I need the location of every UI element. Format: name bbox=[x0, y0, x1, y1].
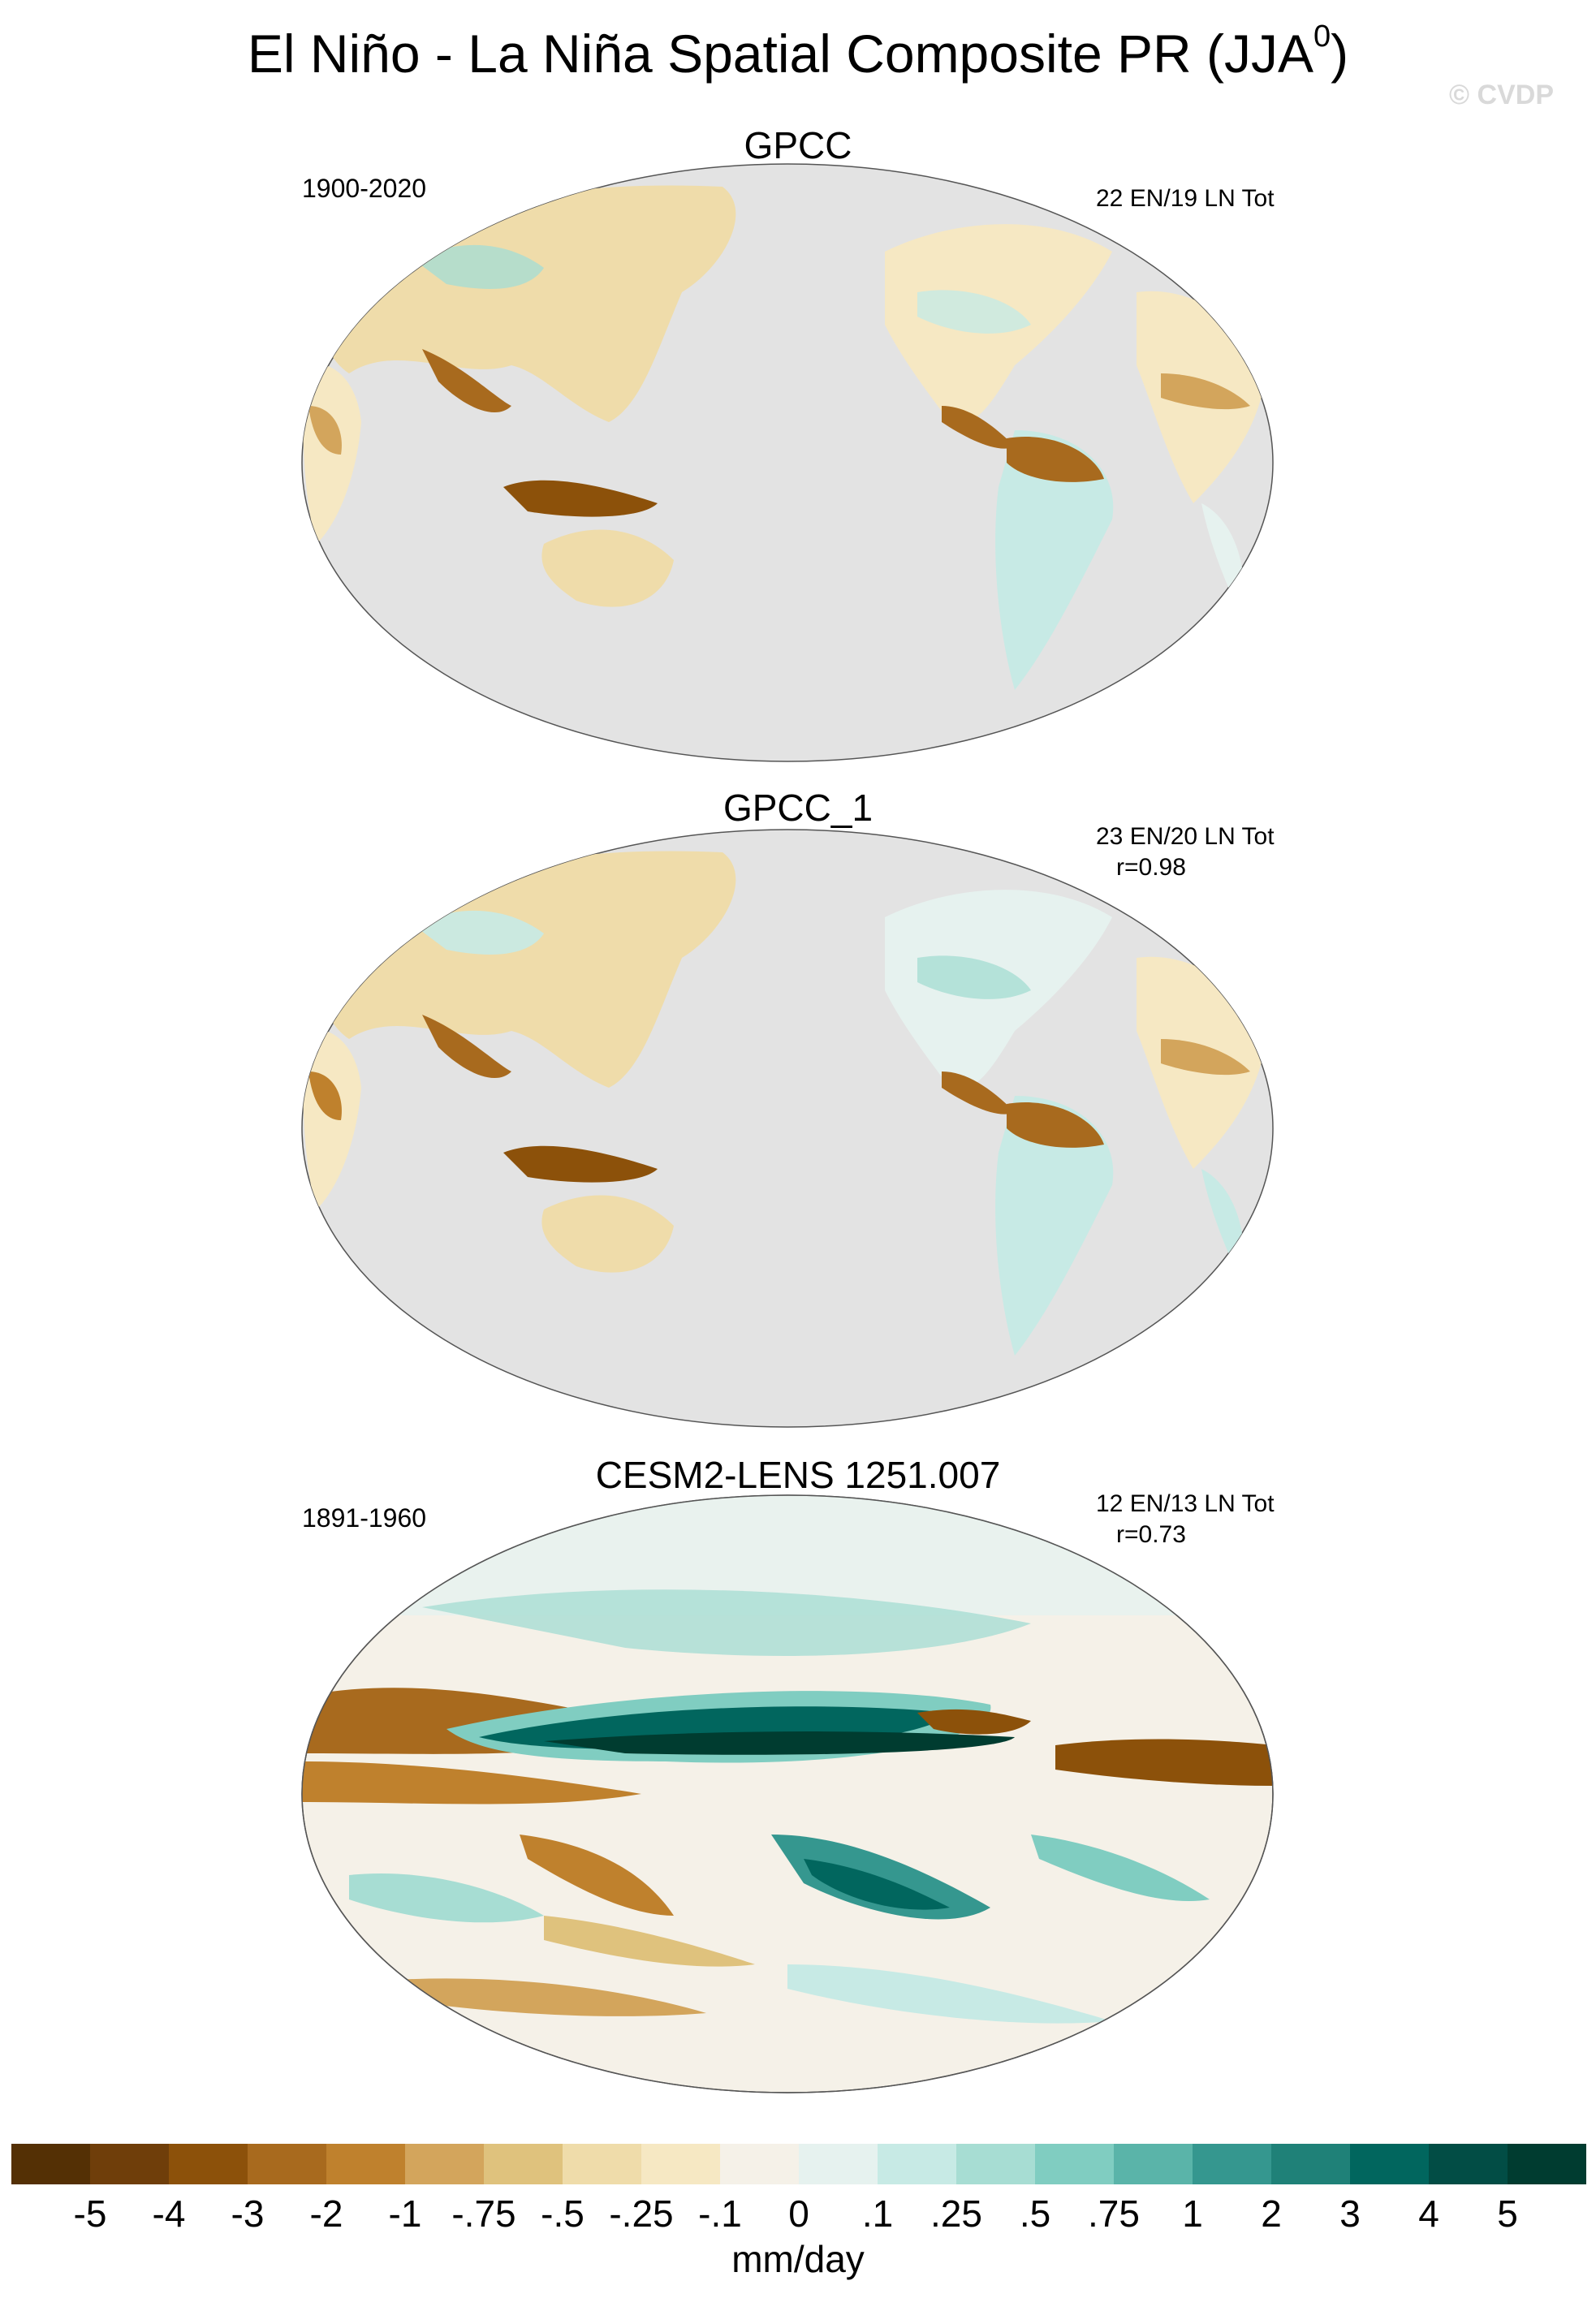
cvdp-watermark: © CVDP bbox=[1449, 80, 1554, 110]
panel-2-corr: r=0.98 bbox=[1116, 854, 1186, 881]
colorbar-swatch bbox=[1271, 2144, 1350, 2184]
panel-3-corr: r=0.73 bbox=[1116, 1521, 1186, 1548]
colorbar-tick-label: -.5 bbox=[541, 2192, 584, 2235]
panel-1-title: GPCC bbox=[744, 124, 852, 166]
colorbar-tick-label: 3 bbox=[1339, 2192, 1361, 2235]
colorbar-swatch bbox=[1035, 2144, 1114, 2184]
panel-2-title: GPCC_1 bbox=[723, 787, 873, 829]
colorbar-swatch bbox=[1114, 2144, 1193, 2184]
colorbar-tick-label: -5 bbox=[73, 2192, 107, 2235]
colorbar-tick-label: 5 bbox=[1497, 2192, 1518, 2235]
colorbar-swatch bbox=[799, 2144, 878, 2184]
colorbar-tick-label: .5 bbox=[1019, 2192, 1051, 2235]
figure-title: El Niño - La Niña Spatial Composite PR (… bbox=[247, 19, 1349, 84]
colorbar-swatch bbox=[248, 2144, 326, 2184]
colorbar-tick-label: 1 bbox=[1182, 2192, 1203, 2235]
colorbar-tick-label: -.75 bbox=[451, 2192, 516, 2235]
colorbar-tick-label: -.25 bbox=[609, 2192, 674, 2235]
colorbar-tick-label: .25 bbox=[930, 2192, 982, 2235]
panel-3-title: CESM2-LENS 1251.007 bbox=[595, 1454, 1001, 1496]
colorbar-swatch bbox=[720, 2144, 799, 2184]
colorbar-swatch bbox=[90, 2144, 169, 2184]
panel-1-map bbox=[301, 163, 1274, 762]
colorbar-swatch bbox=[878, 2144, 956, 2184]
colorbar-swatch bbox=[956, 2144, 1035, 2184]
colorbar-swatch bbox=[326, 2144, 405, 2184]
colorbar-units: mm/day bbox=[731, 2238, 865, 2280]
colorbar-tick-label: -3 bbox=[231, 2192, 265, 2235]
panel-1-period: 1900-2020 bbox=[302, 174, 427, 203]
colorbar-tick-label: .1 bbox=[861, 2192, 894, 2235]
colorbar-swatch bbox=[1193, 2144, 1271, 2184]
colorbar-ticks: -5 -4 -3 -2 -1 -.75 -.5 -.25 -.1 0 .1 .25 .5 .75 1 2 3 4 5 bbox=[11, 2192, 1586, 2240]
colorbar-swatch bbox=[169, 2144, 248, 2184]
colorbar-swatch bbox=[11, 2144, 90, 2184]
panel-3-period: 1891-1960 bbox=[302, 1503, 427, 1533]
colorbar-tick-label: 2 bbox=[1261, 2192, 1282, 2235]
colorbar-tick-label: -.1 bbox=[698, 2192, 742, 2235]
colorbar bbox=[11, 2144, 1586, 2184]
colorbar-tick-label: .75 bbox=[1088, 2192, 1140, 2235]
colorbar-swatch bbox=[484, 2144, 563, 2184]
colorbar-tick-label: -4 bbox=[152, 2192, 186, 2235]
panel-2-map bbox=[301, 829, 1274, 1428]
panel-3-map bbox=[301, 1494, 1274, 2093]
colorbar-swatch bbox=[1508, 2144, 1586, 2184]
colorbar-swatch bbox=[1429, 2144, 1508, 2184]
panel-3-stats: 12 EN/13 LN Tot r=0.73 bbox=[1096, 1490, 1275, 1548]
colorbar-tick-label: -1 bbox=[388, 2192, 422, 2235]
colorbar-tick-label: -2 bbox=[309, 2192, 343, 2235]
colorbar-swatch bbox=[563, 2144, 641, 2184]
panel-1-stats: 22 EN/19 LN Tot bbox=[1096, 185, 1275, 212]
colorbar-swatch bbox=[641, 2144, 720, 2184]
colorbar-tick-label: 0 bbox=[788, 2192, 809, 2235]
colorbar-swatch bbox=[405, 2144, 484, 2184]
colorbar-swatch bbox=[1350, 2144, 1429, 2184]
panel-2-stats: 23 EN/20 LN Tot r=0.98 bbox=[1096, 823, 1275, 881]
colorbar-tick-label: 4 bbox=[1418, 2192, 1439, 2235]
